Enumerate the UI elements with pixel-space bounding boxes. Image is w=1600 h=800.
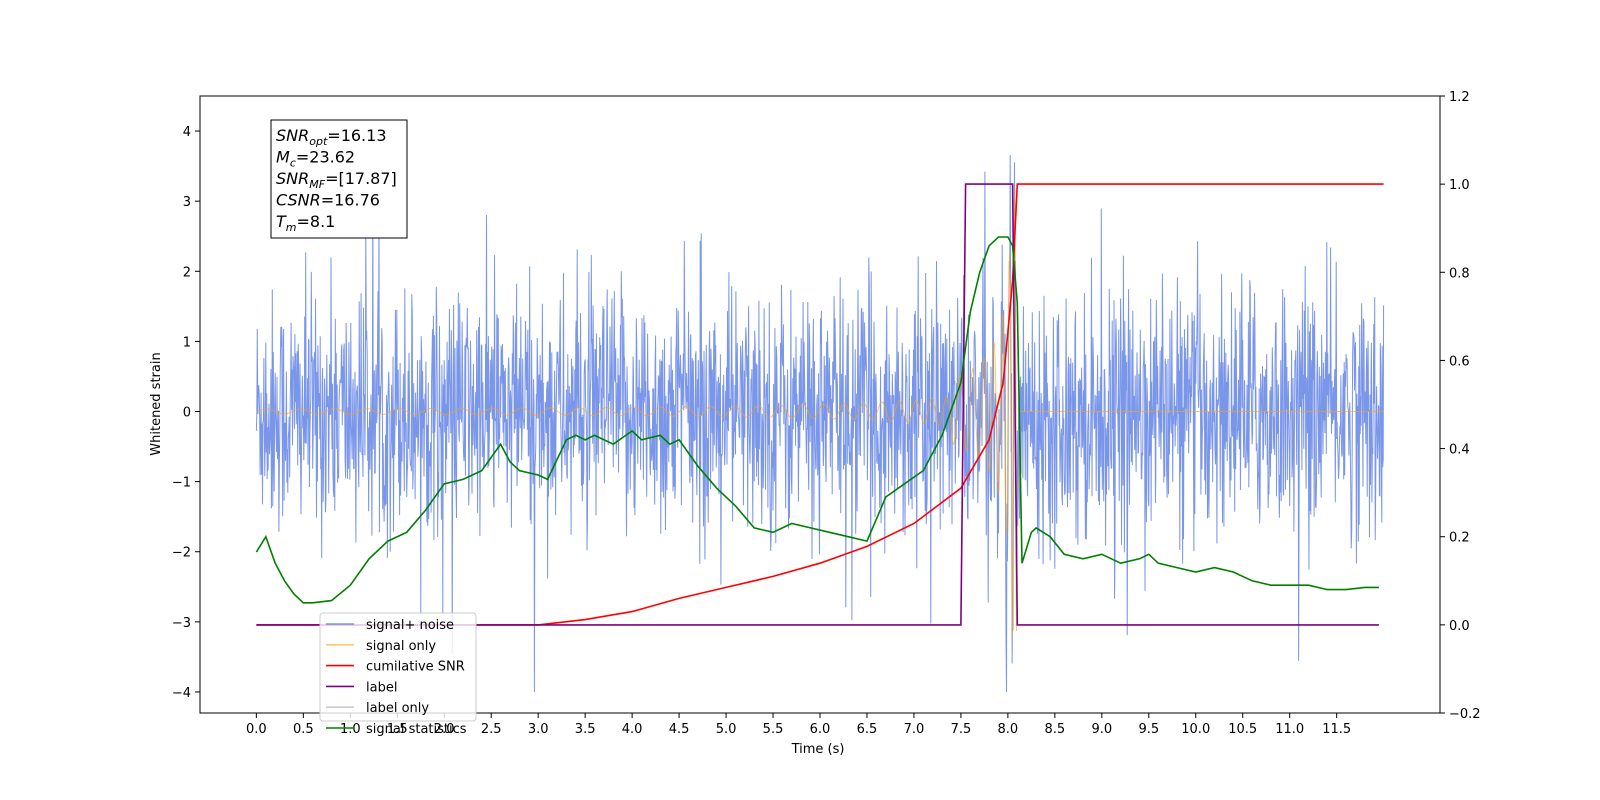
y-axis-right: 1.2 1.0 0.8 0.6 0.4 0.2 0.0 −0.2	[1440, 90, 1481, 722]
info-box-line: SNRMF=[17.87]	[276, 169, 397, 191]
x-tick-label: 11.5	[1322, 722, 1351, 737]
y2-tick-label: 0.2	[1449, 531, 1470, 546]
x-axis: 0.0 0.5 1.0 1.5 2.0 2.5 3.0 3.5 4.0 4.5 5.0 5.5 6.0 6…	[246, 713, 1351, 737]
y-tick-label: 3	[183, 195, 191, 210]
x-tick-label: 10.5	[1228, 722, 1257, 737]
x-tick-label: 6.5	[857, 722, 878, 737]
x-tick-label: 5.0	[716, 722, 737, 737]
legend: signal+ noise signal only cumilative SNR la…	[319, 612, 477, 737]
x-tick-label: 8.5	[1045, 722, 1066, 737]
y2-tick-label: 0.6	[1449, 354, 1470, 369]
x-tick-label: 4.5	[669, 722, 690, 737]
series-line-label	[256, 183, 1379, 626]
info-box: SNRopt=16.13Mc=23.62SNRMF=[17.87]CSNR=16…	[270, 119, 408, 239]
series-line-signal-noise	[255, 154, 1385, 693]
x-tick-label: 2.5	[481, 722, 502, 737]
legend-label: label	[366, 680, 397, 695]
x-tick-label: 7.0	[904, 722, 925, 737]
x-tick-label: 0.5	[293, 722, 314, 737]
y-tick-label: −1	[172, 476, 191, 491]
legend-label: signal+ noise	[366, 618, 454, 633]
x-tick-label: 3.5	[575, 722, 596, 737]
y-axis-left: 4 3 2 1 0 −1 −2 −3 −4	[172, 125, 200, 701]
y-tick-label: −3	[172, 616, 191, 631]
x-tick-label: 9.0	[1091, 722, 1112, 737]
x-tick-label: 6.0	[810, 722, 831, 737]
info-box-line: Tm=8.1	[276, 212, 335, 234]
series-line-signal-only	[256, 189, 1384, 636]
x-tick-label: 7.5	[951, 722, 972, 737]
y2-tick-label: 0.0	[1449, 619, 1470, 634]
y2-tick-label: 1.0	[1449, 178, 1470, 193]
plot-layer	[255, 154, 1385, 693]
info-box-line: Mc=23.62	[276, 148, 355, 170]
x-tick-label: 10.0	[1181, 722, 1210, 737]
y-tick-label: 4	[183, 125, 191, 140]
legend-label: signal only	[366, 639, 436, 654]
legend-label: signal statistics	[366, 722, 467, 737]
series-line-cumulative-snr	[256, 183, 1384, 626]
x-tick-label: 3.0	[528, 722, 549, 737]
x-tick-label: 9.5	[1138, 722, 1159, 737]
x-tick-label: 5.5	[763, 722, 784, 737]
y2-tick-label: 1.2	[1449, 90, 1470, 105]
x-tick-label: 1.5	[387, 722, 408, 737]
x-tick-label: 4.0	[622, 722, 643, 737]
y-tick-label: −4	[172, 686, 191, 701]
y2-tick-label: −0.2	[1449, 707, 1481, 722]
legend-label: cumilative SNR	[366, 660, 465, 675]
series-line-signal-statistics	[255, 236, 1379, 604]
y2-tick-label: 0.4	[1449, 443, 1470, 458]
x-tick-label: 8.0	[998, 722, 1019, 737]
y-tick-label: 0	[183, 406, 191, 421]
legend-label: label only	[366, 701, 429, 716]
y2-tick-label: 0.8	[1449, 266, 1470, 281]
x-tick-label: 11.0	[1275, 722, 1304, 737]
x-tick-label: 1.0	[340, 722, 361, 737]
y-tick-label: 2	[183, 265, 191, 280]
x-tick-label: 0.0	[246, 722, 267, 737]
y-axis-label: Whitened strain	[149, 352, 164, 455]
info-box-line: CSNR=16.76	[276, 191, 380, 210]
y-tick-label: −2	[172, 546, 191, 561]
y-tick-label: 1	[183, 335, 191, 350]
info-box-line: SNRopt=16.13	[276, 126, 387, 148]
x-tick-label: 2.0	[434, 722, 455, 737]
x-axis-label: Time (s)	[791, 742, 845, 757]
